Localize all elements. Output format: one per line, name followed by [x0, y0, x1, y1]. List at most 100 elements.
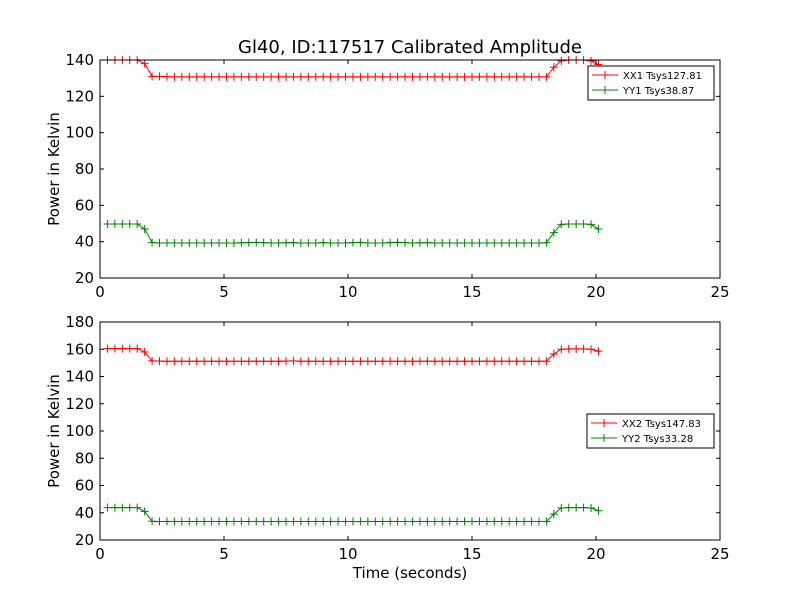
legend-swatch-marker — [600, 434, 608, 442]
data-point — [170, 72, 179, 81]
data-point — [542, 517, 551, 526]
data-point — [587, 503, 596, 512]
data-point — [229, 357, 238, 366]
x-tick-label: 20 — [586, 283, 605, 301]
data-point — [192, 517, 201, 526]
data-point — [222, 357, 231, 366]
data-point — [348, 238, 357, 247]
data-point — [207, 517, 216, 526]
data-point — [341, 72, 350, 81]
data-point — [430, 72, 439, 81]
data-point — [237, 72, 246, 81]
data-point — [512, 238, 521, 247]
data-point — [460, 517, 469, 526]
data-point — [296, 517, 305, 526]
data-point — [594, 347, 603, 356]
data-point — [133, 344, 142, 353]
data-point — [468, 517, 476, 526]
x-tick-label: 5 — [219, 283, 229, 301]
data-point — [549, 510, 558, 519]
y-tick-label: 60 — [75, 196, 94, 214]
data-point — [282, 72, 290, 81]
y-tick-label: 100 — [65, 124, 94, 142]
data-point — [587, 56, 596, 65]
y-tick-label: 80 — [75, 160, 94, 178]
data-point — [423, 517, 432, 526]
data-point — [534, 238, 543, 247]
data-point — [237, 238, 246, 247]
data-point — [475, 517, 484, 526]
data-point — [386, 238, 395, 247]
data-point — [490, 517, 499, 526]
data-point — [490, 238, 499, 247]
data-point — [423, 238, 432, 247]
data-point — [393, 72, 402, 81]
data-point — [215, 357, 224, 366]
data-point — [237, 357, 246, 366]
data-point — [177, 517, 186, 526]
series-2-group — [103, 503, 603, 526]
data-point — [341, 357, 350, 366]
data-point — [259, 72, 268, 81]
data-point — [274, 72, 283, 81]
data-point — [542, 357, 551, 366]
y-tick-label: 160 — [65, 340, 94, 358]
x-tick-label: 5 — [219, 545, 229, 563]
data-point — [505, 238, 514, 247]
legend-box — [586, 413, 715, 449]
data-point — [534, 357, 543, 366]
data-point — [363, 517, 372, 526]
y-tick-label: 140 — [65, 51, 94, 69]
data-point — [311, 517, 320, 526]
data-point — [326, 72, 335, 81]
data-point — [542, 238, 551, 247]
data-point — [103, 220, 112, 229]
data-point — [378, 238, 387, 247]
data-point — [304, 517, 313, 526]
data-point — [564, 220, 573, 229]
data-point — [445, 238, 454, 247]
data-point — [289, 517, 298, 526]
data-point — [148, 356, 157, 365]
data-point — [386, 72, 395, 81]
data-point — [155, 72, 164, 81]
data-point — [356, 357, 365, 366]
data-point — [401, 357, 410, 366]
top-subplot: 0 5 10 15 20 25 20 40 60 80 100 120 140 Power in Kelv… — [45, 51, 730, 301]
data-point — [148, 517, 157, 526]
data-point — [572, 220, 581, 229]
data-point — [282, 357, 290, 366]
bottom-subplot: 0 5 10 15 20 25 20 40 60 80 100 120 140 160 180 Power i… — [45, 313, 730, 582]
data-point — [572, 344, 581, 353]
data-point — [244, 357, 253, 366]
data-point — [103, 344, 112, 353]
data-point — [497, 357, 506, 366]
data-point — [170, 238, 179, 247]
data-point — [244, 238, 253, 247]
data-point — [229, 517, 238, 526]
data-point — [326, 238, 335, 247]
data-point — [259, 238, 268, 247]
data-point — [430, 357, 439, 366]
x-tick-label: 10 — [338, 545, 357, 563]
data-point — [549, 350, 558, 359]
series-2-group — [103, 220, 603, 247]
data-point — [445, 517, 454, 526]
data-point — [192, 238, 201, 247]
data-point — [207, 238, 216, 247]
data-point — [296, 357, 305, 366]
data-point — [110, 503, 119, 512]
data-point — [162, 72, 171, 81]
legend-swatch-marker — [600, 419, 608, 427]
data-point — [215, 72, 224, 81]
data-point — [579, 344, 588, 353]
data-point — [453, 357, 462, 366]
y-tick-label: 40 — [75, 233, 94, 251]
data-point — [408, 357, 417, 366]
data-point — [118, 344, 127, 353]
x-tick-label: 25 — [710, 283, 729, 301]
data-point — [520, 72, 529, 81]
data-point — [177, 357, 186, 366]
data-point — [140, 59, 149, 68]
data-point — [423, 72, 432, 81]
